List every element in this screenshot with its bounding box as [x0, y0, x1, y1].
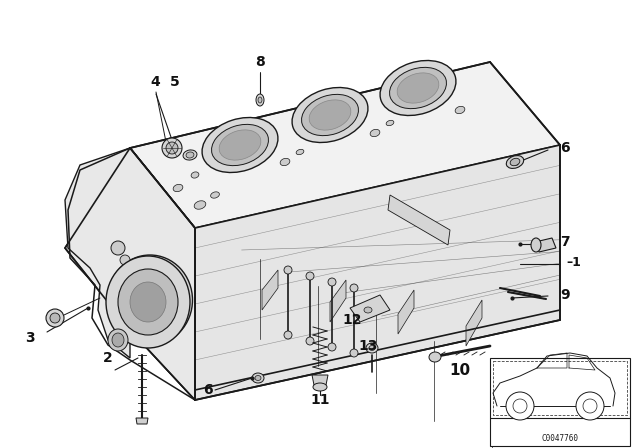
Text: –1: –1: [566, 255, 581, 268]
Circle shape: [513, 399, 527, 413]
Ellipse shape: [183, 150, 197, 160]
Text: 4: 4: [150, 75, 160, 89]
Ellipse shape: [211, 192, 220, 198]
Ellipse shape: [301, 95, 358, 136]
Ellipse shape: [108, 255, 193, 345]
Ellipse shape: [306, 337, 314, 345]
Polygon shape: [65, 148, 195, 400]
Polygon shape: [535, 238, 556, 252]
Text: 10: 10: [449, 362, 470, 378]
Text: 13: 13: [358, 339, 378, 353]
Text: 3: 3: [25, 331, 35, 345]
Ellipse shape: [284, 266, 292, 274]
Ellipse shape: [397, 73, 439, 103]
Text: 12: 12: [342, 313, 362, 327]
Polygon shape: [490, 358, 630, 446]
Ellipse shape: [106, 256, 190, 348]
Polygon shape: [262, 270, 278, 310]
Polygon shape: [136, 418, 148, 424]
Ellipse shape: [364, 307, 372, 313]
Text: C0047760: C0047760: [541, 434, 579, 443]
Ellipse shape: [350, 284, 358, 292]
Text: 5: 5: [170, 75, 180, 89]
Ellipse shape: [380, 60, 456, 116]
Ellipse shape: [370, 129, 380, 137]
Circle shape: [46, 309, 64, 327]
Text: 6: 6: [203, 383, 213, 397]
Polygon shape: [398, 290, 414, 334]
Circle shape: [162, 138, 182, 158]
Ellipse shape: [309, 100, 351, 130]
Ellipse shape: [186, 152, 194, 158]
Text: 2: 2: [103, 351, 113, 365]
Ellipse shape: [292, 87, 368, 142]
Text: 8: 8: [255, 55, 265, 69]
Circle shape: [576, 392, 604, 420]
Ellipse shape: [119, 266, 181, 334]
Ellipse shape: [328, 343, 336, 351]
Circle shape: [583, 399, 597, 413]
Ellipse shape: [328, 278, 336, 286]
Ellipse shape: [306, 272, 314, 280]
Ellipse shape: [531, 238, 541, 252]
Ellipse shape: [252, 373, 264, 383]
Polygon shape: [330, 280, 346, 322]
Ellipse shape: [369, 345, 375, 350]
Ellipse shape: [120, 255, 130, 265]
Ellipse shape: [256, 94, 264, 106]
Ellipse shape: [313, 383, 327, 391]
Polygon shape: [466, 300, 482, 346]
Text: 6: 6: [560, 141, 570, 155]
Ellipse shape: [118, 269, 178, 335]
Circle shape: [506, 392, 534, 420]
Ellipse shape: [219, 130, 261, 160]
Ellipse shape: [130, 282, 166, 322]
Ellipse shape: [108, 329, 128, 351]
Ellipse shape: [350, 349, 358, 357]
Text: 9: 9: [560, 288, 570, 302]
Ellipse shape: [510, 158, 520, 166]
Ellipse shape: [296, 149, 304, 155]
Ellipse shape: [386, 121, 394, 126]
Ellipse shape: [131, 279, 169, 321]
Ellipse shape: [258, 97, 262, 103]
Ellipse shape: [212, 125, 268, 166]
Text: 11: 11: [310, 393, 330, 407]
Circle shape: [50, 313, 60, 323]
Ellipse shape: [455, 106, 465, 114]
Ellipse shape: [202, 117, 278, 172]
Polygon shape: [130, 62, 560, 228]
Polygon shape: [350, 295, 390, 322]
Ellipse shape: [280, 158, 290, 166]
Ellipse shape: [366, 343, 378, 353]
Polygon shape: [195, 145, 560, 400]
Polygon shape: [312, 375, 328, 385]
Ellipse shape: [390, 67, 447, 108]
Ellipse shape: [255, 375, 261, 380]
Ellipse shape: [194, 201, 206, 209]
Circle shape: [166, 142, 178, 154]
Ellipse shape: [112, 333, 124, 347]
Ellipse shape: [506, 155, 524, 168]
Text: 7: 7: [560, 235, 570, 249]
Ellipse shape: [111, 241, 125, 255]
Polygon shape: [65, 148, 195, 400]
Ellipse shape: [173, 184, 183, 192]
Ellipse shape: [191, 172, 199, 178]
Polygon shape: [388, 195, 450, 245]
Ellipse shape: [284, 331, 292, 339]
Ellipse shape: [429, 352, 441, 362]
